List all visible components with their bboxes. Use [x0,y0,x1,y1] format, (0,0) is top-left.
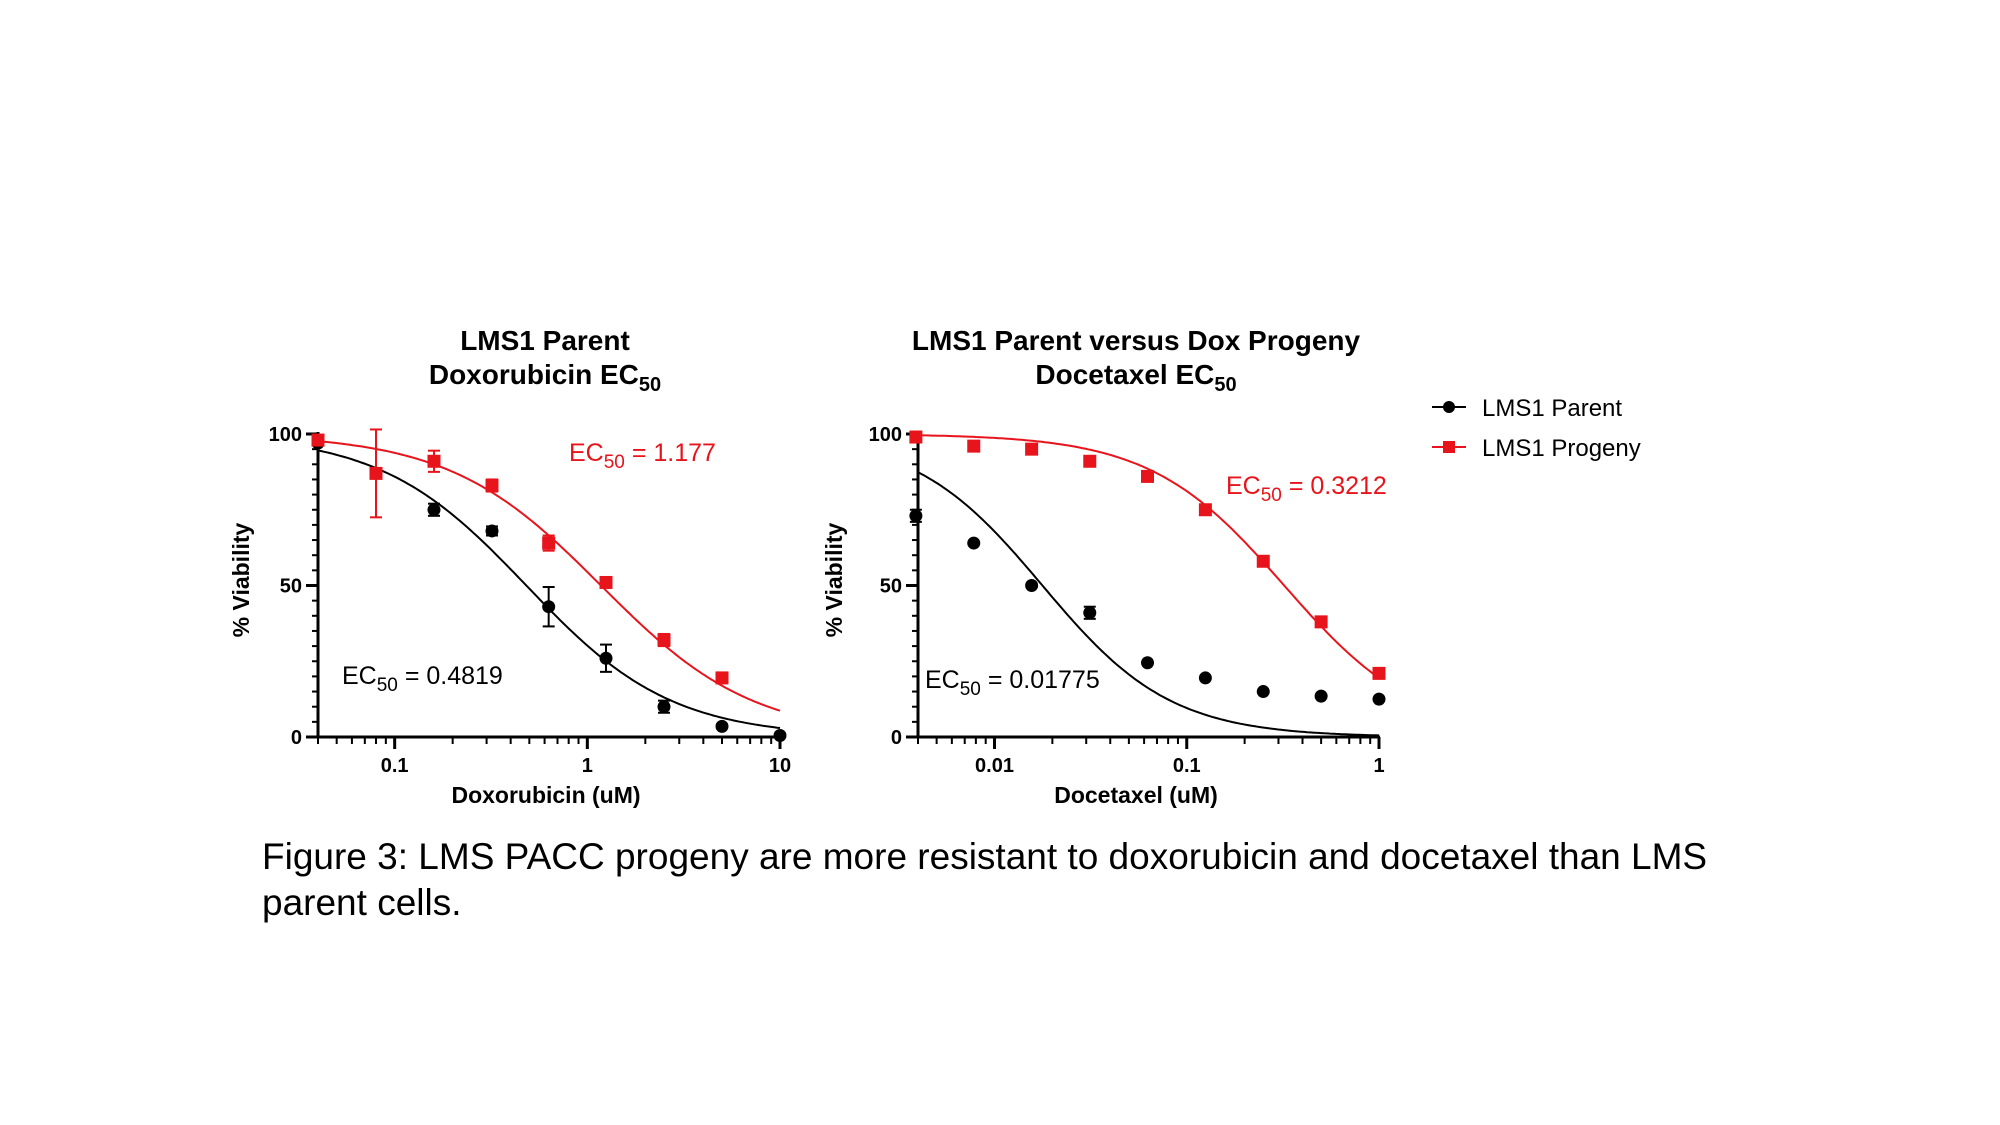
ec50-annotation-progeny: EC50 = 0.3212 [1226,472,1387,506]
fit-curve-parent [917,471,1380,737]
figure-caption: Figure 3: LMS PACC progeny are more resi… [262,836,1708,923]
chart-doxorubicin: LMS1 Parent Doxorubicin EC50 % Viability… [228,325,791,808]
legend-marker-parent [1443,401,1455,413]
data-point-progeny [1372,666,1386,680]
data-point-parent [1372,692,1386,706]
fit-curve-progeny [317,440,781,712]
data-point-progeny [1198,503,1212,517]
data-point-progeny [1025,442,1039,456]
data-point-parent [1083,606,1097,620]
data-point-parent [1025,579,1039,592]
x-axis-label: Docetaxel (uM) [1054,782,1218,808]
x-tick-label: 10 [769,755,791,777]
data-point-parent [909,509,923,523]
data-point-parent [1198,671,1212,685]
y-tick-label: 0 [891,727,902,749]
fit-curve-progeny [918,434,1380,679]
legend-label-parent: LMS1 Parent [1482,395,1622,422]
x-axis-label: Doxorubicin (uM) [451,782,640,808]
data-point-progeny [427,454,441,468]
data-point-parent [657,700,671,714]
y-tick-label: 100 [869,424,902,446]
data-point-progeny [542,536,556,550]
ec50-annotation-progeny: EC50 = 1.177 [569,439,716,473]
y-tick-label: 50 [880,576,902,598]
data-point-progeny [369,466,383,480]
data-point-progeny [967,439,981,453]
data-point-progeny [1141,469,1155,483]
data-point-parent [1256,685,1270,699]
y-tick-label: 50 [280,576,302,598]
y-tick-label: 100 [269,424,302,446]
legend-marker-progeny [1443,441,1455,453]
chart-title-line1: LMS1 Parent [460,325,630,356]
ec50-annotation-parent: EC50 = 0.4819 [342,662,503,696]
data-point-progeny [1256,554,1270,568]
data-point-parent [485,524,499,538]
chart-title-line1: LMS1 Parent versus Dox Progeny [912,325,1361,356]
data-point-progeny [715,671,729,685]
data-point-parent [967,536,981,550]
data-point-parent [1314,689,1328,703]
data-point-progeny [485,479,499,493]
data-point-parent [427,503,441,517]
y-axis-label: % Viability [821,522,847,637]
chart-title-line2: Docetaxel EC50 [1035,359,1236,396]
data-point-parent [1141,656,1155,670]
x-tick-label: 1 [1373,755,1384,777]
x-tick-label: 0.01 [975,755,1014,777]
data-point-parent [599,651,613,665]
data-point-progeny [311,433,325,447]
data-point-parent [542,600,556,614]
x-tick-label: 0.1 [381,755,409,777]
data-point-progeny [1314,615,1328,629]
ec50-annotation-parent: EC50 = 0.01775 [925,666,1100,700]
data-point-progeny [599,575,613,589]
legend-item-parent: LMS1 Parent [1432,395,1622,422]
y-tick-label: 0 [291,727,302,749]
x-tick-label: 1 [582,755,593,777]
legend-label-progeny: LMS1 Progeny [1482,435,1641,462]
chart-title-line2: Doxorubicin EC50 [429,359,661,396]
data-point-progeny [909,430,923,444]
x-tick-label: 0.1 [1173,755,1201,777]
data-point-parent [773,728,787,742]
legend-item-progeny: LMS1 Progeny [1432,435,1641,462]
data-point-parent [715,719,729,733]
data-point-progeny [657,633,671,647]
y-axis-label: % Viability [228,522,254,637]
chart-docetaxel: LMS1 Parent versus Dox Progeny Docetaxel… [821,325,1387,808]
data-point-progeny [1083,454,1097,468]
legend: LMS1 Parent LMS1 Progeny [1432,395,1641,462]
